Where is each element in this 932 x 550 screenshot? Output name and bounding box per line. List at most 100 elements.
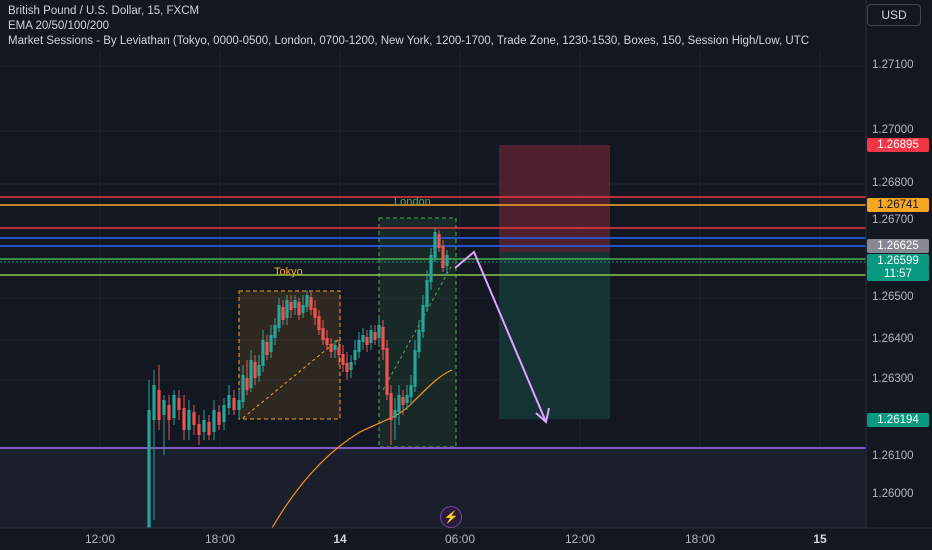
price-tick: 1.26100 <box>872 450 914 462</box>
candle-body <box>293 300 297 308</box>
candle-body <box>202 420 206 432</box>
candle-body <box>401 397 405 405</box>
candle-body <box>393 410 397 418</box>
candle-body <box>241 375 245 402</box>
candle-body <box>329 344 333 352</box>
time-tick: 12:00 <box>84 532 116 546</box>
price-label-blue: 1.26625 <box>867 239 929 253</box>
candle-body <box>297 302 301 315</box>
candle-body <box>187 410 191 430</box>
candle-body <box>212 410 216 432</box>
time-tick: 18:00 <box>204 532 236 546</box>
candle-body <box>357 340 361 352</box>
candle-body <box>409 385 413 397</box>
candle-body <box>325 338 329 345</box>
time-tick: 12:00 <box>564 532 596 546</box>
lower-zone <box>0 448 866 528</box>
candle-body <box>381 327 385 350</box>
candle-body <box>152 385 156 420</box>
candle-body <box>301 305 305 313</box>
candle-body <box>417 330 421 352</box>
candle-body <box>349 362 353 370</box>
take-profit-zone <box>499 252 610 419</box>
candle-body <box>157 390 161 420</box>
candle-body <box>413 350 417 387</box>
time-tick: 18:00 <box>684 532 716 546</box>
price-label-current: 1.26599 <box>867 254 929 268</box>
candle-body <box>389 393 393 420</box>
tokyo-session-box <box>238 290 341 420</box>
candle-body <box>433 232 437 258</box>
candle-body <box>257 365 261 376</box>
candle-body <box>172 395 176 418</box>
candle-body <box>333 345 337 350</box>
candle-body <box>285 300 289 318</box>
currency-button[interactable]: USD <box>867 4 921 26</box>
price-label-target: 1.26194 <box>867 413 929 427</box>
price-label-countdown: 11:57 <box>867 267 929 281</box>
candle-body <box>237 400 241 410</box>
candle-body <box>232 398 236 410</box>
candle-body <box>273 325 277 338</box>
candle-body <box>353 350 357 360</box>
candle-body <box>341 354 345 365</box>
candle-body <box>281 307 285 320</box>
candle-body <box>147 410 151 528</box>
candle-body <box>313 308 317 318</box>
candle-body <box>405 395 409 403</box>
price-tick: 1.26300 <box>872 373 914 385</box>
price-tick: 1.27000 <box>872 124 914 136</box>
candle-body <box>167 405 171 420</box>
candle-body <box>277 305 281 328</box>
candle-body <box>177 398 181 410</box>
candle-body <box>429 255 433 282</box>
candle-body <box>373 332 377 340</box>
candle-body <box>289 302 293 310</box>
candle-body <box>369 330 373 343</box>
price-tick: 1.26000 <box>872 488 914 500</box>
candle-body <box>227 395 231 408</box>
london-label: London <box>394 196 431 208</box>
candle-body <box>437 234 441 248</box>
candle-body <box>253 362 257 378</box>
candle-body <box>377 325 381 338</box>
candle-body <box>249 360 253 388</box>
ema-indicator-legend[interactable]: EMA 20/50/100/200 <box>8 20 110 32</box>
candle-body <box>197 424 201 435</box>
candle-body <box>445 255 449 266</box>
time-tick: 06:00 <box>444 532 476 546</box>
candle-body <box>365 337 369 345</box>
candle-body <box>425 280 429 307</box>
candle-body <box>265 342 269 355</box>
price-label-stop: 1.26895 <box>867 138 929 152</box>
candle-body <box>207 422 211 435</box>
candle-body <box>345 363 349 372</box>
candle-body <box>182 408 186 430</box>
ema-line <box>271 369 453 529</box>
candle-body <box>269 335 273 352</box>
replay-logo-icon[interactable]: ⚡ <box>440 506 462 528</box>
candle-body <box>385 348 389 395</box>
candle-body <box>317 316 321 330</box>
tokyo-label: Tokyo <box>274 266 303 278</box>
candle-body <box>441 246 445 268</box>
price-label-orange: 1.26741 <box>867 198 929 212</box>
time-tick-day: 14 <box>333 532 347 546</box>
price-tick: 1.26800 <box>872 177 914 189</box>
candle-body <box>222 405 226 422</box>
candle-body <box>421 305 425 332</box>
candle-body <box>245 378 249 390</box>
candle-body <box>162 400 166 415</box>
candle-body <box>321 328 325 340</box>
price-tick: 1.27100 <box>872 59 914 71</box>
candle-body <box>305 295 309 307</box>
projection-arrowhead <box>535 407 550 424</box>
candle-body <box>217 412 221 425</box>
candle-body <box>192 412 196 425</box>
symbol-title[interactable]: British Pound / U.S. Dollar, 15, FXCM <box>8 5 200 17</box>
price-tick: 1.26500 <box>872 291 914 303</box>
sessions-indicator-legend[interactable]: Market Sessions - By Leviathan (Tokyo, 0… <box>8 35 810 47</box>
candle-body <box>309 297 313 310</box>
candlestick-series <box>147 228 449 528</box>
